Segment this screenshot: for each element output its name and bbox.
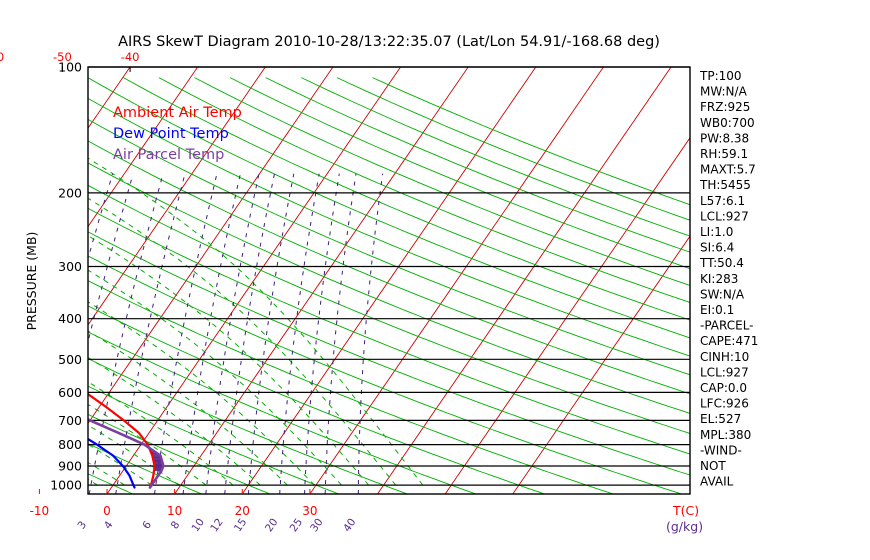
chart-title: AIRS SkewT Diagram 2010-10-28/13:22:35.0… <box>118 34 660 50</box>
mixing-ratio-tick: 30 <box>308 516 326 534</box>
mixing-unit-label: (g/kg) <box>666 519 703 534</box>
mixing-ratio-tick: 25 <box>288 516 306 534</box>
stat-line: CAPE:471 <box>700 334 758 348</box>
bottom-temp-tick: -10 <box>30 504 50 518</box>
temp-unit-label: T(C) <box>672 503 699 518</box>
mixing-ratio-tick: 12 <box>208 516 226 534</box>
legend-air-parcel-temp: Air Parcel Temp <box>113 147 224 163</box>
stat-line: SW:N/A <box>700 287 745 301</box>
pressure-tick: 500 <box>58 352 82 367</box>
stat-line: TH:5455 <box>699 178 751 192</box>
stat-line: CAP:0.0 <box>700 381 747 395</box>
stat-line: MW:N/A <box>700 85 748 99</box>
pressure-tick: 400 <box>58 311 82 326</box>
sounding-curves <box>88 392 165 489</box>
mixing-ratio-tick: 8 <box>169 519 183 531</box>
stat-line: LCL:927 <box>700 365 749 379</box>
bottom-temp-tick: 30 <box>302 504 317 518</box>
mixing-ratio-tick: 4 <box>102 519 116 532</box>
mixing-ratio-grid <box>88 173 384 494</box>
pressure-tick: 700 <box>58 413 82 428</box>
pressure-tick: 1000 <box>50 478 82 493</box>
stat-line: LCL:927 <box>700 209 749 223</box>
bottom-temp-tick: 20 <box>235 504 250 518</box>
stat-line: KI:283 <box>700 272 738 286</box>
top-temp-tick: -60 <box>0 50 4 64</box>
plot-border <box>87 66 691 495</box>
top-temp-tick: -50 <box>53 50 72 64</box>
mixing-ratio-tick: 15 <box>232 516 250 534</box>
stat-line: MPL:380 <box>700 428 751 442</box>
pressure-tick: 600 <box>58 385 82 400</box>
pressure-tick: 300 <box>58 259 82 274</box>
stat-line: AVAIL <box>700 475 734 489</box>
pressure-tick: 100 <box>58 60 82 75</box>
stat-line: L57:6.1 <box>700 194 745 208</box>
bottom-temp-tick: 0 <box>103 504 111 518</box>
stat-line: WB0:700 <box>700 116 755 130</box>
stat-line: MAXT:5.7 <box>700 163 756 177</box>
pressure-axis-title: PRESSURE (MB) <box>24 232 39 331</box>
stat-line: EI:0.1 <box>700 303 734 317</box>
pressure-axis-labels: 100 200 300 400 500 600 700 800 900 1000 <box>50 60 82 493</box>
stat-line: -WIND- <box>700 443 742 457</box>
bottom-temp-tick: 10 <box>167 504 182 518</box>
top-temp-tick: -40 <box>121 50 140 64</box>
stat-line: -PARCEL- <box>700 319 754 333</box>
stat-line: TT:50.4 <box>699 256 744 270</box>
top-temp-axis-labels: -120-110-100-90-80-70-60-50-40 <box>0 50 139 72</box>
stat-line: LI:1.0 <box>700 225 733 239</box>
mixing-ratio-tick: 6 <box>140 519 154 532</box>
stat-line: FRZ:925 <box>700 100 750 114</box>
moist-adiabat-grid <box>88 157 424 486</box>
stat-line: CINH:10 <box>700 350 749 364</box>
stat-line: EL:527 <box>700 412 741 426</box>
stat-line: LFC:926 <box>700 397 749 411</box>
mixing-ratio-axis-labels: 3 4 6 8 10 12 15 20 25 30 40 <box>76 516 359 534</box>
legend-dew-point-temp: Dew Point Temp <box>113 126 229 142</box>
stat-line: NOT <box>700 459 726 473</box>
stat-line: RH:59.1 <box>700 147 748 161</box>
mixing-ratio-tick: 40 <box>341 516 359 534</box>
mixing-ratio-tick: 3 <box>76 519 90 531</box>
stat-line: SI:6.4 <box>700 241 734 255</box>
stat-line: PW:8.38 <box>700 131 749 145</box>
stat-line: TP:100 <box>699 69 742 83</box>
pressure-tick: 200 <box>58 185 82 200</box>
mixing-ratio-tick: 10 <box>189 516 207 534</box>
legend-ambient-air-temp: Ambient Air Temp <box>113 105 242 121</box>
pressure-tick: 900 <box>58 459 82 474</box>
pressure-tick: 800 <box>58 437 82 452</box>
mixing-ratio-tick: 20 <box>263 516 281 534</box>
